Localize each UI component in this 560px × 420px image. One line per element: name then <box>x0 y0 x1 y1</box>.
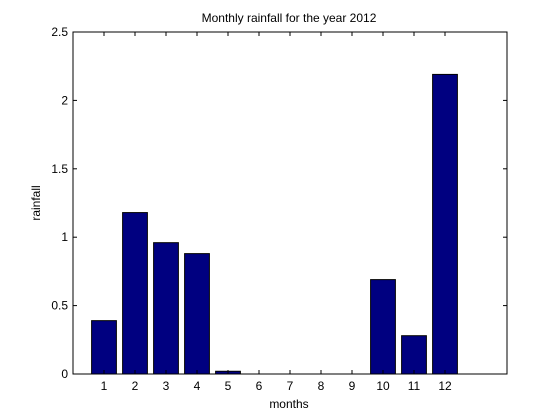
x-tick-label-7: 7 <box>287 379 294 393</box>
x-axis-label: months <box>269 397 308 411</box>
x-tick-label-5: 5 <box>225 379 232 393</box>
plot-area-frame <box>72 31 508 375</box>
y-axis-ticks: 0 0.5 1 1.5 2 2.5 <box>51 25 507 381</box>
y-tick-label-2.5: 2.5 <box>51 25 68 39</box>
bar-month-3 <box>153 242 179 375</box>
bar-month-11 <box>401 335 427 375</box>
bar-month-4 <box>184 253 210 375</box>
y-axis-label: rainfall <box>29 185 43 220</box>
x-axis-ticks: 1 2 3 4 5 6 7 8 9 10 11 12 <box>101 32 452 393</box>
y-tick-label-1.5: 1.5 <box>51 162 68 176</box>
x-tick-label-8: 8 <box>318 379 325 393</box>
y-tick-label-1: 1 <box>61 230 68 244</box>
x-tick-label-10: 10 <box>376 379 390 393</box>
x-tick-label-9: 9 <box>349 379 356 393</box>
chart-title: Monthly rainfall for the year 2012 <box>202 11 377 25</box>
y-tick-label-0: 0 <box>61 367 68 381</box>
bar-month-10 <box>370 279 396 375</box>
bar-month-12 <box>432 73 458 375</box>
y-tick-label-2: 2 <box>61 93 68 107</box>
x-tick-label-11: 11 <box>408 379 421 393</box>
bar-month-2 <box>122 212 148 375</box>
bar-month-1 <box>91 320 117 375</box>
y-tick-label-0.5: 0.5 <box>51 299 68 313</box>
x-tick-label-3: 3 <box>163 379 170 393</box>
x-tick-label-1: 1 <box>101 379 108 393</box>
x-tick-label-6: 6 <box>256 379 263 393</box>
x-tick-label-4: 4 <box>194 379 201 393</box>
x-tick-label-2: 2 <box>132 379 139 393</box>
bars-group <box>91 73 458 375</box>
x-tick-label-12: 12 <box>438 379 452 393</box>
